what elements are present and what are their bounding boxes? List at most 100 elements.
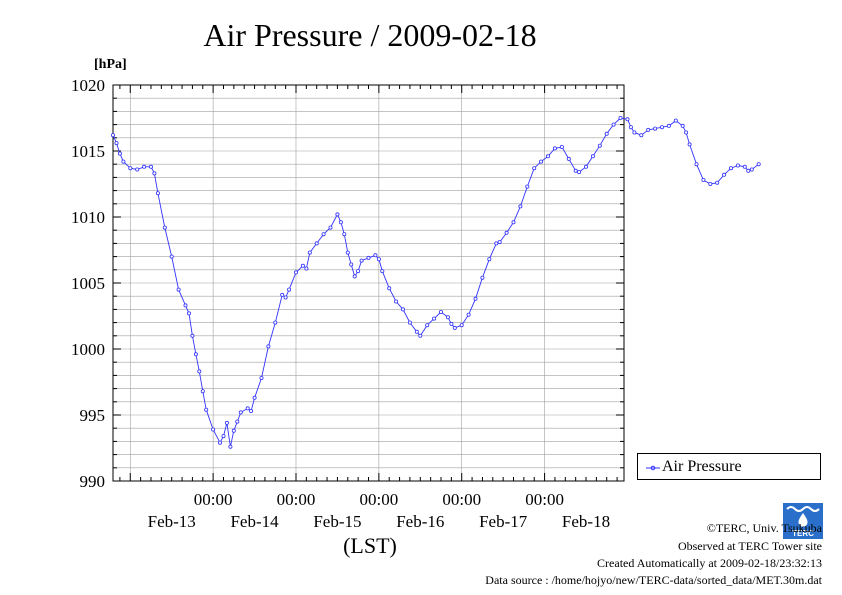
x-axis-label: (LST) — [343, 533, 397, 558]
data-point — [666, 123, 671, 128]
data-point — [625, 117, 630, 122]
data-point — [400, 307, 405, 312]
data-point — [425, 323, 430, 328]
data-point — [445, 315, 450, 320]
credit-observed: Observed at TERC Tower site — [677, 539, 822, 553]
data-point — [653, 126, 658, 131]
data-point — [314, 241, 319, 246]
data-point — [708, 181, 713, 186]
x-time-label: 00:00 — [442, 490, 481, 509]
data-point — [211, 427, 216, 432]
data-point — [473, 296, 478, 301]
data-point — [597, 143, 602, 148]
x-day-label: Feb-16 — [396, 512, 444, 531]
data-point — [345, 250, 350, 255]
grid — [113, 85, 624, 481]
data-point — [328, 225, 333, 230]
data-point — [273, 320, 278, 325]
series-air-pressure — [111, 116, 761, 449]
data-point — [684, 130, 689, 135]
data-point — [701, 177, 706, 182]
data-point — [394, 299, 399, 304]
data-point — [155, 191, 160, 196]
data-point — [722, 172, 727, 177]
data-point — [283, 295, 288, 300]
x-day-label: Feb-17 — [479, 512, 528, 531]
data-point — [186, 311, 191, 316]
data-point — [335, 212, 340, 217]
legend: Air Pressure — [637, 453, 821, 480]
data-point — [511, 220, 516, 225]
data-point — [366, 255, 371, 260]
data-point — [114, 141, 119, 146]
data-point — [387, 286, 392, 291]
data-point — [224, 420, 229, 425]
data-point — [504, 230, 509, 235]
data-point — [532, 166, 537, 171]
data-point — [418, 333, 423, 338]
data-point — [148, 164, 153, 169]
data-point — [235, 419, 240, 424]
data-point — [729, 166, 734, 171]
data-point — [117, 151, 122, 156]
data-point — [193, 352, 198, 357]
data-point — [573, 168, 578, 173]
data-point — [432, 316, 437, 321]
data-point — [217, 440, 222, 445]
data-point — [438, 309, 443, 314]
terc-logo-icon: TERC — [783, 503, 823, 539]
x-time-label: 00:00 — [359, 490, 398, 509]
y-tick-label: 1010 — [71, 208, 105, 227]
data-point — [680, 123, 685, 128]
data-point — [162, 225, 167, 230]
data-point — [304, 266, 309, 271]
data-point — [466, 312, 471, 317]
data-point — [359, 258, 364, 263]
data-point — [200, 389, 205, 394]
data-point — [259, 375, 264, 380]
data-point — [293, 270, 298, 275]
y-tick-label: 1000 — [71, 340, 105, 359]
data-point — [349, 262, 354, 267]
data-point — [287, 287, 292, 292]
data-point — [321, 232, 326, 237]
chart-title: Air Pressure / 2009-02-18 — [203, 17, 536, 53]
data-point — [694, 162, 699, 167]
data-point — [380, 269, 385, 274]
data-point — [204, 407, 209, 412]
data-point — [342, 232, 347, 237]
data-point — [628, 125, 633, 130]
data-point — [352, 274, 357, 279]
data-point — [577, 170, 582, 175]
data-point — [566, 156, 571, 161]
y-axis-label: [hPa] — [94, 57, 127, 72]
data-point — [111, 133, 116, 138]
series-line — [112, 117, 759, 447]
data-point — [746, 168, 751, 173]
y-tick-label: 1020 — [71, 76, 105, 95]
x-day-label: Feb-14 — [230, 512, 279, 531]
legend-label: Air Pressure — [662, 458, 742, 475]
axes: 990 995 1000 1005 1010 1015 1020 00:00 00:00 00:0… — [71, 76, 625, 531]
data-point — [611, 122, 616, 127]
data-point — [742, 164, 747, 169]
data-point — [539, 159, 544, 164]
data-point — [128, 166, 133, 171]
data-point — [407, 320, 412, 325]
data-point — [590, 154, 595, 159]
data-point — [687, 142, 692, 147]
x-day-label: Feb-15 — [313, 512, 361, 531]
data-point — [280, 292, 285, 297]
data-point — [183, 303, 188, 308]
x-time-label: 00:00 — [194, 490, 233, 509]
data-point — [749, 167, 754, 172]
data-point — [735, 163, 740, 168]
credit-copyright: ©TERC, Univ. Tsukuba — [706, 521, 822, 535]
data-point — [646, 127, 651, 132]
data-point — [618, 116, 623, 121]
y-tick-label: 1015 — [71, 142, 105, 161]
data-point — [231, 428, 236, 433]
x-time-label: 00:00 — [277, 490, 316, 509]
data-point — [604, 131, 609, 136]
data-point — [487, 257, 492, 262]
